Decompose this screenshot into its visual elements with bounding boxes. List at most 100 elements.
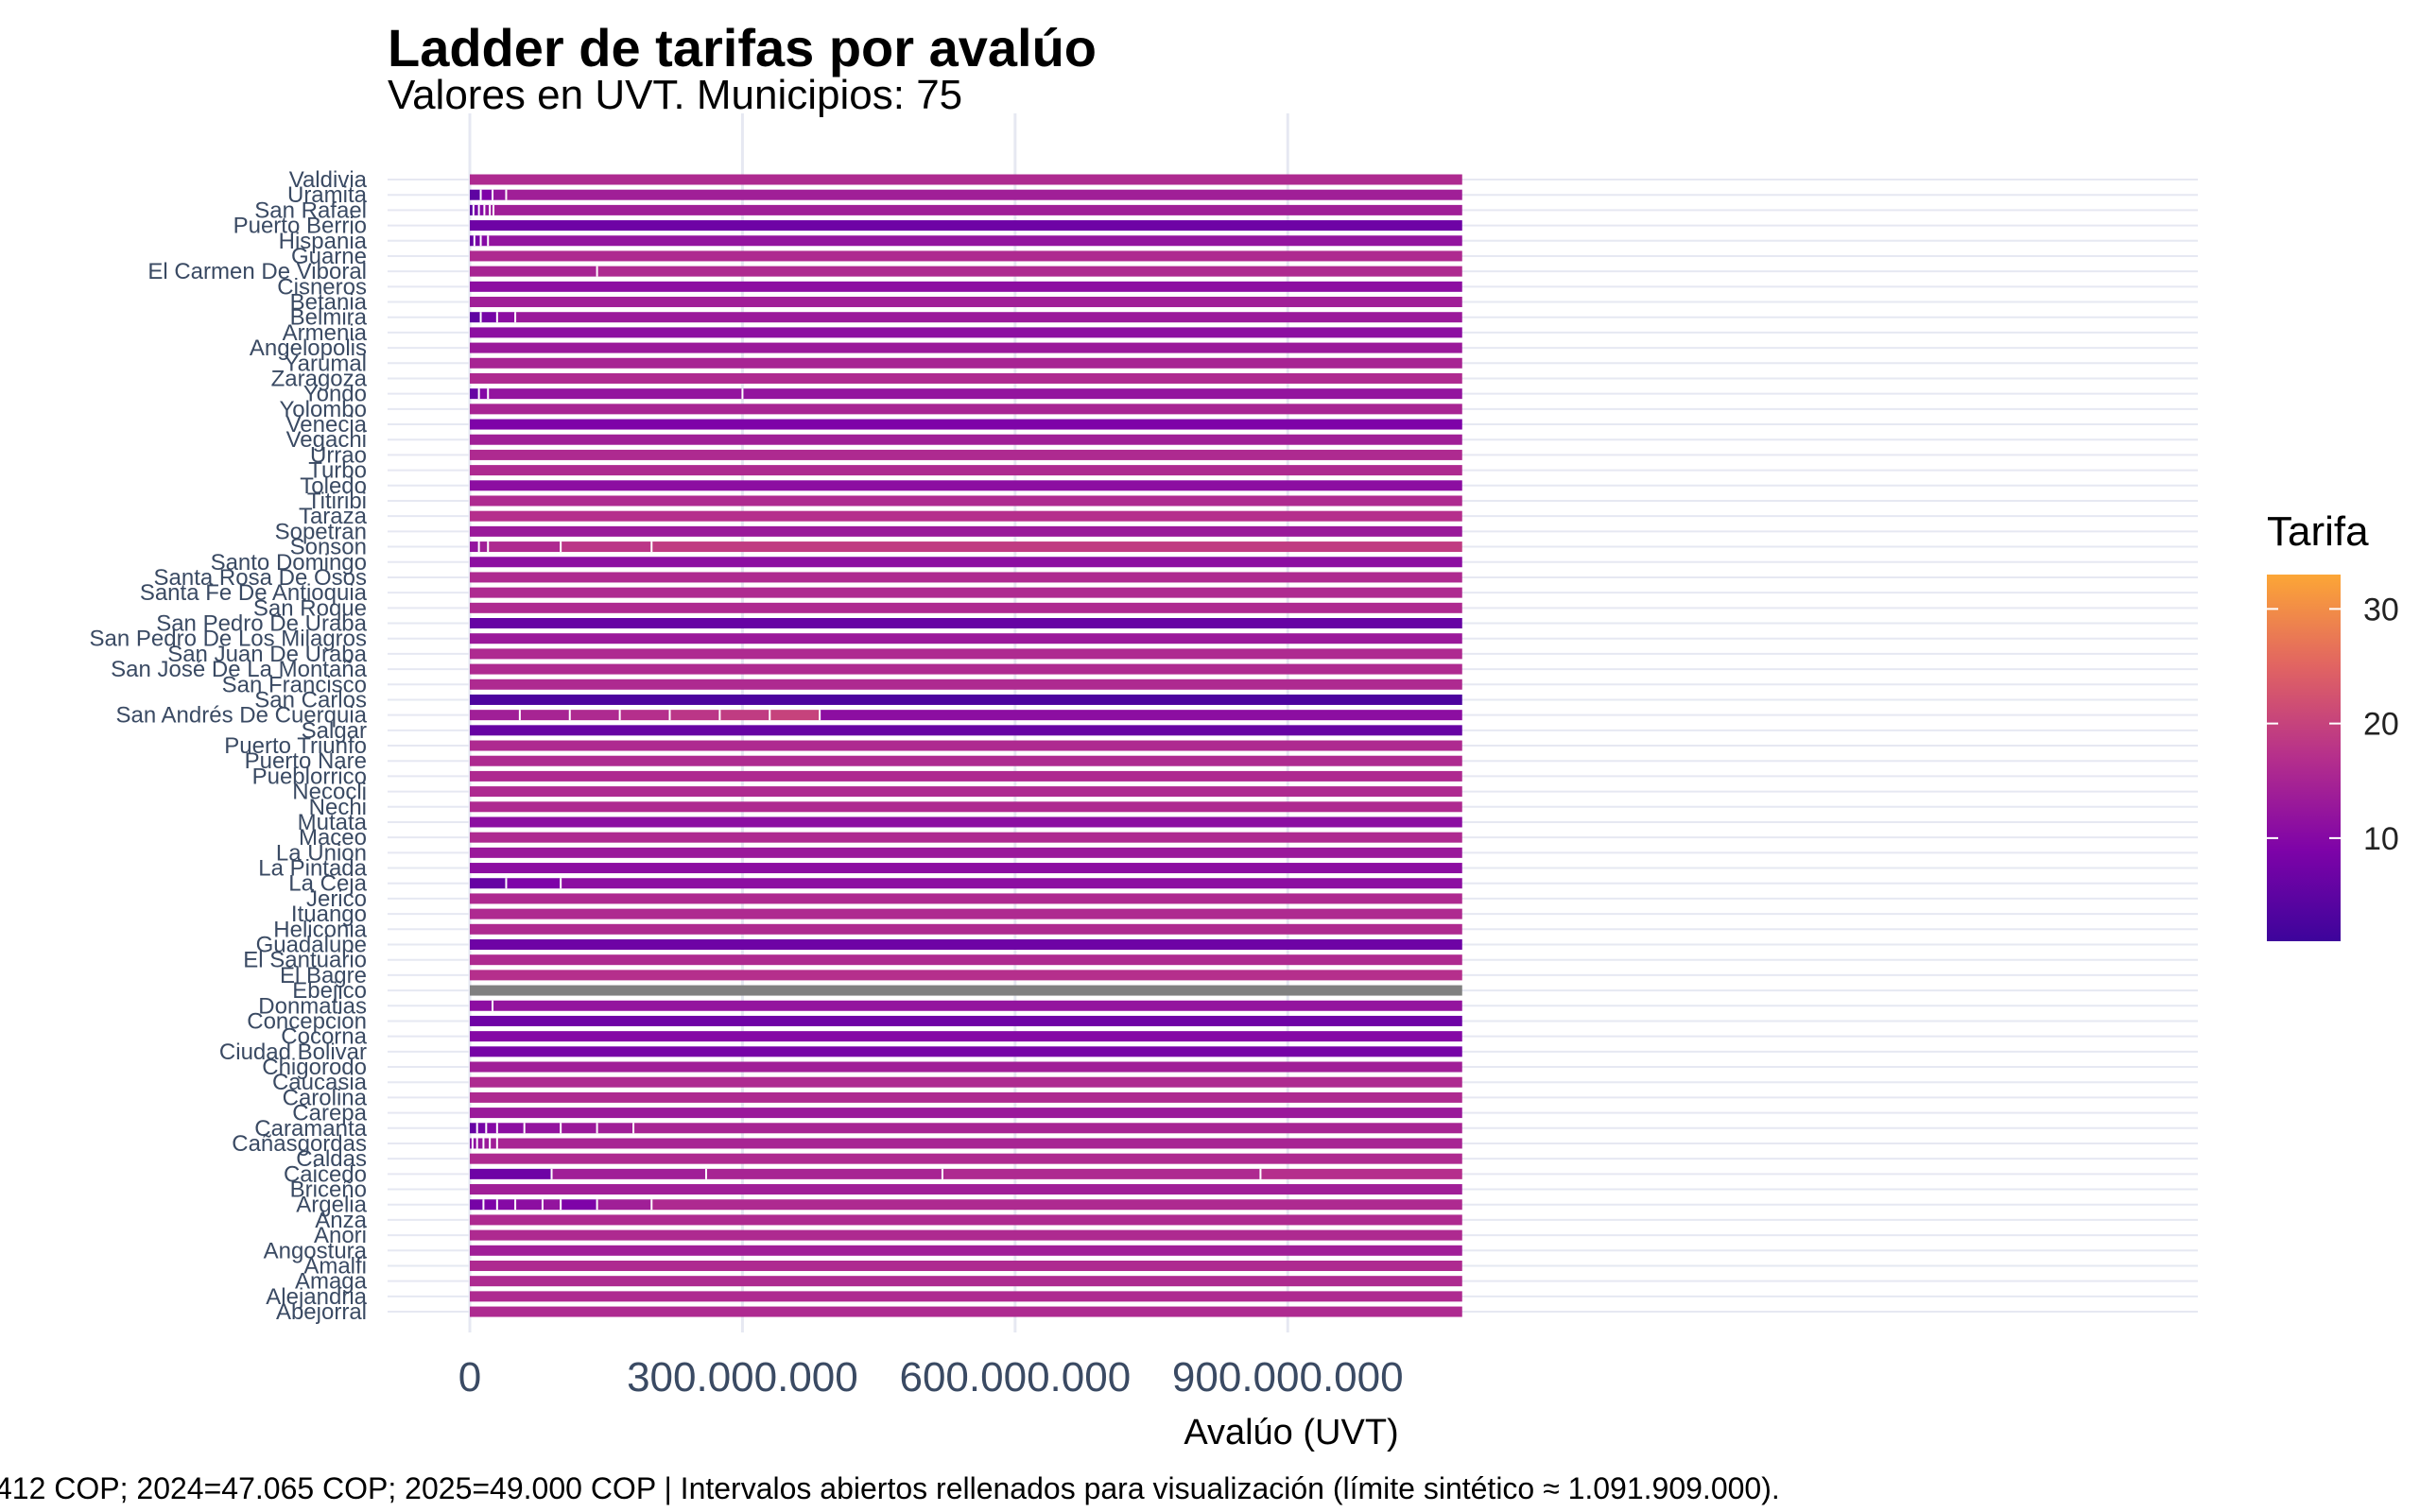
y-tick-label: Turbo bbox=[308, 458, 367, 484]
tariff-segment bbox=[470, 281, 1462, 292]
y-tick-label: Belmira bbox=[290, 305, 368, 331]
y-tick-label: Toledo bbox=[300, 473, 367, 499]
tariff-segment bbox=[470, 1108, 1462, 1119]
x-tick-label: 300.000.000 bbox=[627, 1354, 858, 1400]
y-tick-label: San Francisco bbox=[222, 672, 367, 697]
tariff-segment bbox=[569, 710, 620, 721]
y-tick-label: Pueblorrico bbox=[252, 764, 367, 789]
bars-layer bbox=[470, 174, 1462, 1317]
tariff-segment bbox=[470, 388, 479, 400]
y-tick-label: Anori bbox=[314, 1223, 367, 1248]
tariff-segment bbox=[470, 587, 1462, 598]
tariff-segment bbox=[561, 1123, 597, 1134]
tariff-segment bbox=[488, 541, 562, 553]
tariff-segment bbox=[470, 648, 1462, 660]
tariff-segment bbox=[551, 1168, 706, 1179]
tariff-segment bbox=[470, 1260, 1462, 1271]
tariff-segment bbox=[490, 204, 493, 215]
tariff-segment bbox=[470, 1276, 1462, 1287]
y-tick-label: La Pintada bbox=[258, 856, 367, 882]
chart-subtitle: Valores en UVT. Municipios: 75 bbox=[388, 72, 962, 118]
y-tick-label: La Union bbox=[276, 840, 367, 866]
y-tick-label: Chigorodo bbox=[262, 1055, 367, 1080]
tariff-segment bbox=[470, 235, 475, 247]
tariff-segment bbox=[561, 878, 1462, 889]
tariff-segment bbox=[470, 847, 1462, 858]
tariff-segment bbox=[470, 801, 1462, 813]
tariff-segment bbox=[470, 740, 1462, 751]
y-tick-label: Carolina bbox=[283, 1085, 368, 1110]
tariff-segment bbox=[470, 1184, 1462, 1195]
y-tick-label: Angelopolis bbox=[250, 335, 367, 361]
tariff-segment bbox=[478, 541, 489, 553]
y-tick-label: Santa Rosa De Osos bbox=[154, 565, 367, 591]
tariff-segment bbox=[470, 189, 481, 200]
x-axis-label: Avalúo (UVT) bbox=[1184, 1413, 1398, 1452]
y-tick-label: Sopetran bbox=[275, 519, 367, 544]
y-tick-label: Caicedo bbox=[284, 1161, 367, 1187]
tariff-segment bbox=[470, 755, 1462, 766]
tariff-segment bbox=[490, 1138, 497, 1149]
tariff-segment bbox=[470, 510, 1462, 522]
tariff-segment bbox=[470, 970, 1462, 981]
y-tick-label: El Bagre bbox=[280, 963, 367, 988]
y-tick-label: Carepa bbox=[292, 1101, 367, 1126]
y-tick-label: Concepcion bbox=[247, 1008, 367, 1034]
y-tick-label: San Andrés De Cuerquia bbox=[116, 703, 368, 729]
tariff-segment bbox=[486, 1123, 497, 1134]
y-tick-label: Argelia bbox=[296, 1193, 367, 1218]
y-tick-label: Cocorna bbox=[281, 1024, 367, 1050]
tariff-segment bbox=[470, 679, 1462, 690]
tariff-segment bbox=[820, 710, 1462, 721]
y-tick-label: Cañasgordas bbox=[232, 1131, 367, 1157]
y-tick-label: Alejandria bbox=[266, 1284, 367, 1310]
tariff-segment bbox=[470, 939, 1462, 950]
tariff-segment bbox=[561, 1199, 597, 1211]
y-tick-label: San Pedro De Uraba bbox=[156, 611, 367, 637]
tariff-segment bbox=[470, 1031, 1462, 1042]
tariff-segment bbox=[470, 465, 1462, 476]
tariff-segment bbox=[488, 235, 1462, 247]
tariff-segment bbox=[470, 1123, 477, 1134]
y-tick-label: Caramanta bbox=[254, 1116, 367, 1142]
y-tick-label: Zaragoza bbox=[271, 366, 368, 391]
y-tick-label: San Roque bbox=[253, 595, 367, 621]
y-tick-label: Santo Domingo bbox=[211, 550, 367, 576]
tariff-segment bbox=[596, 266, 1462, 277]
y-tick-label: Ciudad Bolivar bbox=[219, 1040, 367, 1065]
tariff-segment bbox=[470, 220, 1462, 232]
tariff-segment bbox=[470, 204, 474, 215]
tariff-segment bbox=[470, 266, 597, 277]
tariff-segment bbox=[484, 204, 491, 215]
y-tick-label: Heliconia bbox=[273, 917, 367, 942]
y-tick-label: San Juan De Uraba bbox=[167, 642, 367, 667]
x-tick-label: 900.000.000 bbox=[1172, 1354, 1404, 1400]
tariff-segment bbox=[483, 1199, 497, 1211]
y-tick-label: Angostura bbox=[264, 1238, 368, 1263]
y-tick-label: Uramita bbox=[287, 182, 368, 208]
tariff-segment bbox=[470, 404, 1462, 415]
y-tick-label: Santa Fe De Antioquia bbox=[140, 580, 368, 606]
y-tick-label: Mutata bbox=[298, 810, 368, 835]
tariff-segment bbox=[719, 710, 770, 721]
tariff-segment bbox=[470, 954, 1462, 966]
legend-ticks: 10 20 30 bbox=[2267, 592, 2399, 857]
tariff-segment bbox=[470, 1091, 1462, 1103]
tariff-segment bbox=[470, 174, 1462, 185]
tariff-segment bbox=[470, 816, 1462, 828]
y-tick-label: Amalfi bbox=[303, 1253, 367, 1279]
chart-title: Ladder de tarifas por avalúo bbox=[388, 18, 1097, 77]
y-tick-label: Ebejico bbox=[292, 978, 367, 1004]
y-tick-label: Anza bbox=[315, 1208, 367, 1233]
tariff-segment bbox=[506, 878, 562, 889]
tariff-segment bbox=[470, 1229, 1462, 1241]
y-tick-label: Caldas bbox=[296, 1146, 367, 1172]
tariff-segment bbox=[542, 1199, 562, 1211]
y-tick-label: Briceño bbox=[290, 1177, 367, 1203]
x-tick-label: 600.000.000 bbox=[899, 1354, 1131, 1400]
tariff-segment bbox=[470, 434, 1462, 445]
y-tick-label: Maceo bbox=[299, 825, 367, 850]
tariff-segment bbox=[515, 312, 1462, 323]
